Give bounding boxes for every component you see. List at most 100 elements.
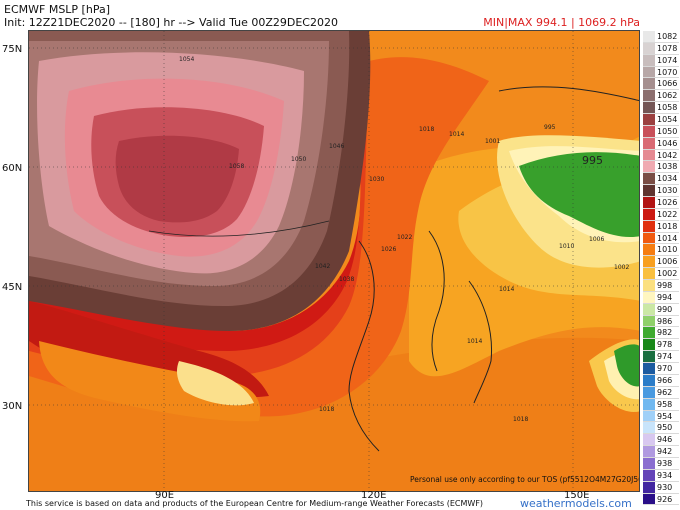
legend-label: 1062 [657, 91, 678, 101]
brand-link[interactable]: weathermodels.com [520, 497, 632, 510]
legend-swatch [643, 149, 655, 161]
legend-entry: 1030 [643, 185, 679, 198]
chart-subtitle: Init: 12Z21DEC2020 -- [180] hr --> Valid… [4, 16, 338, 29]
legend-entry: 1042 [643, 149, 679, 162]
legend-label: 1046 [657, 138, 678, 148]
legend-label: 962 [657, 387, 673, 397]
low-pressure-zone-ne [519, 152, 639, 237]
legend-entry: 958 [643, 398, 679, 411]
legend-label: 974 [657, 352, 673, 362]
legend-swatch [643, 256, 655, 268]
isobar-label: 1018 [513, 416, 528, 423]
legend-swatch [643, 398, 655, 410]
coastline-china [348, 240, 380, 452]
border-mongolia [148, 220, 330, 237]
legend-label: 990 [657, 304, 673, 314]
isobar-label: 995 [544, 124, 556, 131]
legend-label: 942 [657, 447, 673, 457]
legend-swatch [643, 434, 655, 446]
min-max-readout: MIN|MAX 994.1 | 1069.2 hPa [483, 16, 640, 29]
legend-entry: 946 [643, 434, 679, 447]
zone-1058-core [115, 135, 239, 223]
legend-entry: 1074 [643, 54, 679, 67]
legend-swatch [643, 291, 655, 303]
legend-entry: 934 [643, 469, 679, 482]
legend-entry: 974 [643, 351, 679, 364]
zone-1018 [29, 57, 489, 417]
legend-swatch [643, 303, 655, 315]
terrain-highland [176, 361, 254, 406]
legend-label: 998 [657, 281, 673, 291]
legend-swatch [643, 78, 655, 90]
legend-swatch [643, 208, 655, 220]
graticule [29, 31, 639, 491]
isobar-label: 1054 [179, 56, 194, 63]
legend-entry: 1078 [643, 42, 679, 55]
legend-swatch [643, 493, 655, 505]
legend-entry: 1006 [643, 256, 679, 269]
legend-label: 966 [657, 375, 673, 385]
lon-label-120e: 120E [361, 490, 387, 501]
legend-entry: 1062 [643, 90, 679, 103]
legend-entry: 954 [643, 410, 679, 423]
lat-label-30n: 30N [2, 401, 23, 412]
legend-entry: 986 [643, 315, 679, 328]
isobar-label: 1038 [339, 276, 354, 283]
legend-label: 958 [657, 399, 673, 409]
legend-swatch [643, 232, 655, 244]
legend-entry: 950 [643, 422, 679, 435]
isobar-label: 1022 [397, 234, 412, 241]
legend-entry: 1046 [643, 137, 679, 150]
legend-label: 950 [657, 423, 673, 433]
legend-label: 1002 [657, 269, 678, 279]
lat-label-45n: 45N [2, 282, 23, 293]
legend-swatch [643, 363, 655, 374]
isobar-label: 1030 [369, 176, 384, 183]
legend-swatch [643, 422, 655, 434]
lat-label-75n: 75N [2, 44, 23, 55]
legend-label: 1034 [657, 174, 678, 184]
legend-entry: 970 [643, 363, 679, 375]
legend-label: 994 [657, 292, 673, 302]
footer-credit: This service is based on data and produc… [26, 499, 484, 508]
legend-swatch [643, 66, 655, 78]
legend-entry: 1050 [643, 125, 679, 138]
legend-swatch [643, 315, 655, 327]
legend-swatch [643, 161, 655, 173]
legend-entry: 1022 [643, 208, 679, 221]
isobar-label: 1046 [329, 143, 344, 150]
isobar-label: 1002 [614, 264, 629, 271]
legend-entry: 1018 [643, 220, 679, 233]
legend-entry: 990 [643, 303, 679, 316]
terrain-tibet [39, 341, 261, 422]
legend-label: 978 [657, 340, 673, 350]
coastline-arctic [498, 86, 639, 102]
legend-label: 934 [657, 470, 673, 480]
legend-label: 1022 [657, 209, 678, 219]
legend-swatch [643, 244, 655, 256]
legend-swatch [643, 125, 655, 137]
legend-entry: 1038 [643, 161, 679, 174]
legend-entry: 926 [643, 493, 679, 506]
legend-label: 926 [657, 494, 673, 504]
legend-swatch [643, 185, 655, 197]
coastline-japan [468, 280, 493, 404]
isobar-label: 1018 [419, 126, 434, 133]
legend-label: 986 [657, 316, 673, 326]
legend-entry: 994 [643, 291, 679, 304]
legend-swatch [643, 137, 655, 149]
legend-swatch [643, 327, 655, 339]
legend-label: 982 [657, 328, 673, 338]
legend-swatch [643, 446, 655, 457]
legend-label: 1082 [657, 32, 678, 41]
pressure-legend: 1082 1078 1074 1070 1066 1062 1058 1054 1050 1046… [643, 31, 679, 506]
legend-swatch [643, 42, 655, 54]
legend-label: 1030 [657, 186, 678, 196]
isobar-labels: 1054 1050 1058 1046 1042 1038 1030 1026 … [179, 56, 629, 423]
legend-entry: 1026 [643, 197, 679, 209]
legend-swatch [643, 197, 655, 208]
legend-entry: 1010 [643, 244, 679, 257]
legend-swatch [643, 90, 655, 102]
legend-swatch [643, 410, 655, 422]
legend-entry: 1054 [643, 114, 679, 126]
